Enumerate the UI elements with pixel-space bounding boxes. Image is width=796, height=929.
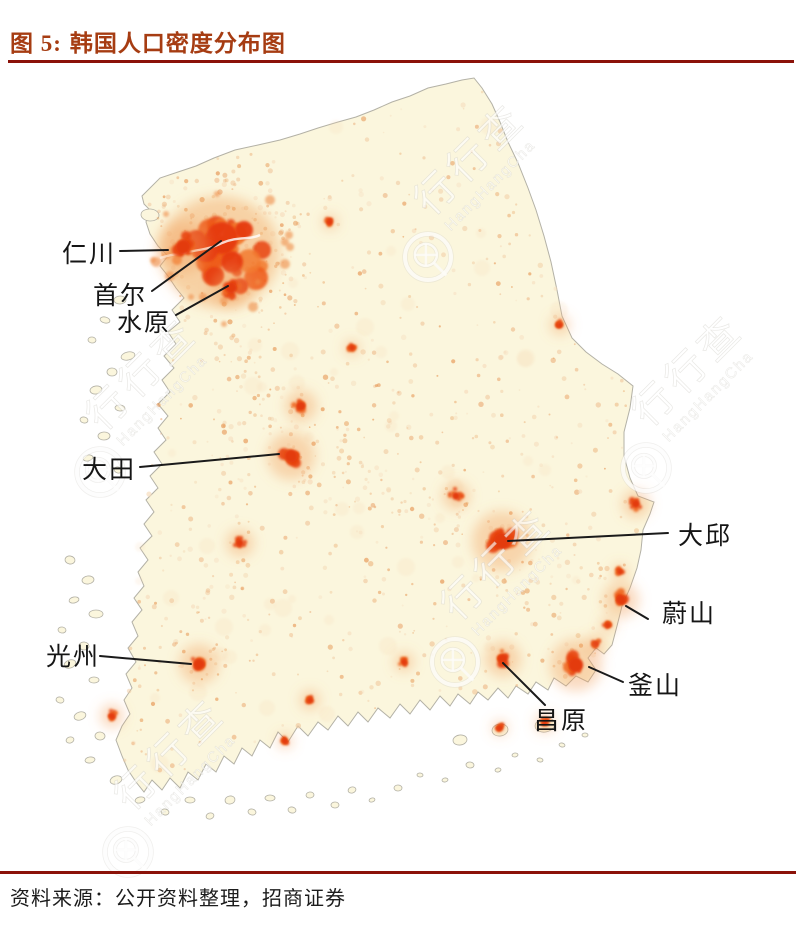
leader-line-gwangju	[99, 655, 192, 665]
source-note: 资料来源：公开资料整理，招商证券	[10, 888, 346, 910]
watermark-logo-icon	[102, 826, 154, 878]
city-label-ulsan: 蔚山	[662, 600, 716, 628]
watermark-logo-icon	[103, 827, 153, 877]
city-label-changwon: 昌原	[534, 707, 588, 735]
city-hotspots	[157, 221, 639, 691]
city-label-incheon: 仁川	[62, 240, 116, 268]
leader-line-ulsan	[625, 605, 649, 620]
city-label-suwon: 水原	[117, 309, 171, 337]
watermark-cn-text: 行行查	[624, 306, 753, 435]
watermark-en-text: HangHangCha	[659, 348, 757, 446]
city-label-daejeon: 大田	[82, 456, 136, 484]
title-underline	[8, 60, 794, 63]
leader-line-busan	[588, 666, 624, 683]
minor-hotspots	[100, 214, 650, 749]
city-label-busan: 釜山	[628, 672, 682, 700]
footer-rule	[0, 871, 796, 874]
leader-line-daejeon	[139, 453, 280, 468]
leader-line-changwon	[502, 662, 546, 706]
figure-header: 图 5: 韩国人口密度分布图	[10, 24, 286, 58]
leader-line-incheon	[119, 249, 169, 252]
leader-line-daegu	[507, 532, 669, 542]
leader-line-seoul	[151, 240, 222, 292]
figure-label: 图 5:	[10, 31, 62, 56]
city-label-daegu: 大邱	[678, 522, 732, 550]
city-label-gwangju: 光州	[46, 643, 100, 671]
leader-line-suwon	[175, 285, 229, 316]
city-label-seoul: 首尔	[93, 282, 147, 310]
figure-title: 韩国人口密度分布图	[69, 31, 286, 56]
